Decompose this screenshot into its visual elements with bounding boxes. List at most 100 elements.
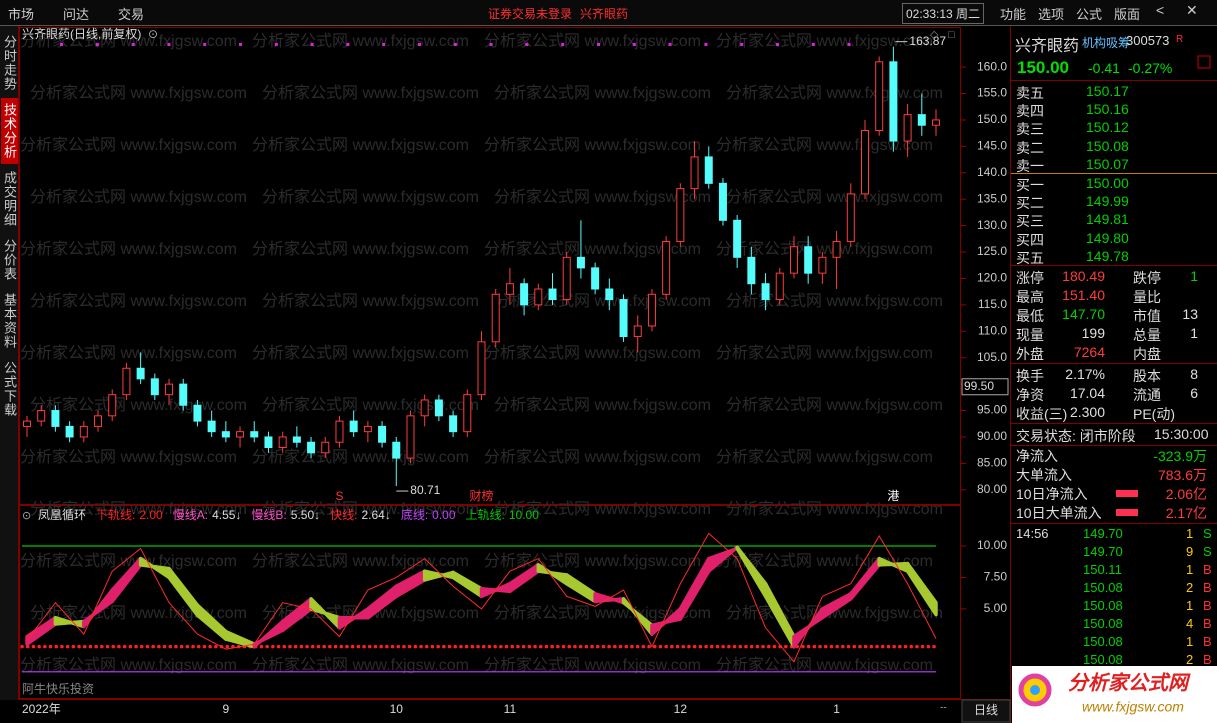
menu-item[interactable]: 功能 [1000,7,1027,22]
stat-label: PE(动) [1133,406,1175,422]
watermark: 分析家公式网 www.fxjgsw.com [726,188,943,206]
menu-item[interactable]: 市场 [8,7,35,22]
watermark: 分析家公式网 www.fxjgsw.com [252,136,469,154]
nav-back[interactable]: < [1156,2,1165,18]
candle-body [704,156,713,184]
candle-body [122,367,131,396]
y-tick-label: 145.0 [977,139,1007,153]
candle-body [349,420,358,433]
watermark: 分析家公式网 www.fxjgsw.com [252,344,469,362]
menu-item[interactable]: 公式 [1076,7,1103,22]
tick-volume: 2 [1186,652,1194,667]
candle-body [65,425,74,438]
book-price: 149.78 [1086,247,1129,264]
watermark: 分析家公式网 www.fxjgsw.com [20,32,237,50]
menu-item[interactable]: 问达 [63,7,90,22]
tick-volume: 1 [1186,634,1194,649]
watermark: 分析家公式网 www.fxjgsw.com [494,188,711,206]
candle-body [307,441,316,454]
event-marker: 财榜 [469,488,493,503]
candle-body [804,246,813,274]
signal-dot [776,43,779,46]
tick-price: 150.08 [1083,598,1123,613]
side-tab[interactable]: 基本资料 [2,293,17,349]
quote-tag: 机构吸筹 [1082,36,1131,50]
y-tick-label: 135.0 [977,191,1007,205]
tick-price: 150.08 [1083,616,1123,631]
y-tick-label: 120.0 [977,271,1007,285]
tick-side: B [1203,652,1212,667]
watermark: 分析家公式网 www.fxjgsw.com [252,32,469,50]
menu-item[interactable]: 选项 [1038,7,1065,22]
signal-dot [60,43,63,46]
legend-name: 慢线A: [173,508,208,522]
candle-body [491,293,500,343]
candle-body [477,341,486,396]
candle-body [292,436,301,443]
side-tab[interactable]: 成交明细 [2,171,17,227]
tick-volume: 9 [1186,544,1194,559]
tick-volume: 1 [1186,562,1194,577]
watermark: 分析家公式网 www.fxjgsw.com [262,396,479,414]
stat-label: 现量 [1016,327,1044,343]
quote-change: -0.41 [1088,60,1120,76]
tick-price: 150.08 [1083,634,1123,649]
stat-label: 最高 [1016,289,1044,305]
candle-body [136,367,145,380]
stat-label: 跌停 [1133,270,1161,286]
side-tab[interactable]: 分价表 [2,239,17,281]
candle-body [718,182,727,221]
close-button[interactable]: ✕ [1186,2,1198,18]
candle-body [690,156,699,190]
menu-item[interactable]: 版面 [1114,7,1141,22]
flow-label: 大单流入 [1016,467,1072,483]
legend-name: 上轨线: [466,508,505,522]
watermark: 分析家公式网 www.fxjgsw.com [726,396,943,414]
flow-value: -323.9万 [1153,448,1207,464]
book-price: 150.08 [1086,137,1129,154]
book-label: 买四 [1016,231,1044,248]
candle-body [818,256,827,274]
book-label: 卖一 [1016,157,1044,174]
candle-body [23,420,31,427]
stat-value: 151.40 [1062,287,1105,303]
watermark: 分析家公式网 www.fxjgsw.com [262,188,479,206]
tick-volume: 4 [1186,616,1194,631]
flow-bar [1116,509,1138,516]
legend-value: 10.00 [509,508,539,522]
watermark: 分析家公式网 www.fxjgsw.com [726,84,943,102]
y-tick-label: 95.00 [977,403,1007,417]
watermark: 分析家公式网 www.fxjgsw.com [726,500,943,518]
candle-body [747,256,756,285]
x-tick-label: 1 [833,702,840,716]
side-tab[interactable]: 公式下载 [2,361,17,417]
watermark: 分析家公式网 www.fxjgsw.com [484,656,701,674]
signal-dot [561,43,565,46]
candle-body [889,61,898,142]
tick-price: 150.11 [1083,562,1122,577]
side-tab[interactable]: 分时走势 [2,35,17,91]
event-marker: S [335,489,343,503]
panel-icon [1197,55,1211,69]
x-tick-label: 10 [390,702,404,716]
login-status: 证券交易未登录 [488,7,573,21]
panel-icon: ◇ [930,29,939,41]
menu-item[interactable]: 交易 [118,7,145,22]
quote-code: 300573 [1126,33,1170,48]
side-tab-bar [0,26,18,700]
candle-body [875,61,884,132]
quote-price: 150.00 [1017,58,1069,77]
side-tab[interactable]: 技术分析 [1,98,18,164]
signal-dot [239,43,242,46]
candle-body [591,267,600,290]
stat-value: 147.70 [1062,306,1105,322]
watermark: 分析家公式网 www.fxjgsw.com [20,656,237,674]
logo-url: www.fxjgsw.com [1082,699,1184,715]
main-panel-border [19,27,961,505]
candle-body [676,188,685,242]
y-tick-label: 130.0 [977,218,1007,232]
flow-value: 783.6万 [1157,467,1207,483]
candle-body [917,114,926,126]
logo-center [1030,685,1040,695]
